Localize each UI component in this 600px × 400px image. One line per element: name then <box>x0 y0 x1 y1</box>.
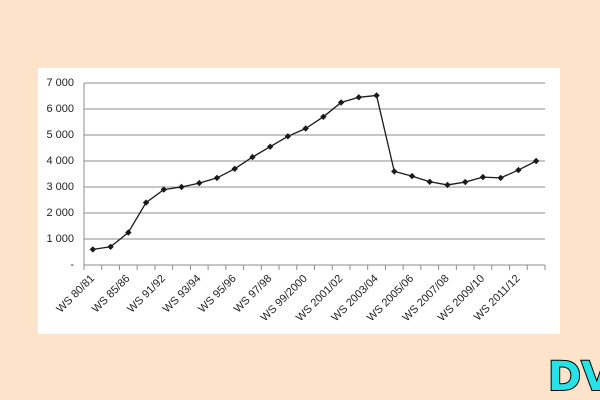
y-tick-label: 3 000 <box>46 181 74 193</box>
chart-background <box>38 68 560 334</box>
data-point <box>355 94 363 101</box>
data-point <box>302 125 309 132</box>
data-point <box>408 172 416 180</box>
data-point <box>462 178 469 186</box>
y-tick-label: 1 000 <box>46 233 74 245</box>
data-point <box>497 174 504 182</box>
y-tick-label: - <box>70 259 74 271</box>
data-point <box>391 168 398 175</box>
data-point <box>426 178 433 185</box>
data-point <box>373 92 380 99</box>
data-point <box>337 99 345 106</box>
y-tick-label: 5 000 <box>46 129 74 141</box>
data-point <box>444 181 451 189</box>
y-tick-label: 2 000 <box>46 207 74 219</box>
data-point <box>160 186 167 193</box>
watermark: DV <box>548 354 600 400</box>
data-point <box>125 229 132 236</box>
data-point <box>89 246 97 253</box>
data-point <box>196 179 203 187</box>
y-tick-label: 6 000 <box>46 103 74 115</box>
y-tick-label: 7 000 <box>46 77 74 89</box>
data-point <box>320 113 327 120</box>
data-point <box>178 183 185 191</box>
data-point <box>107 243 114 250</box>
data-point <box>249 153 256 161</box>
data-line <box>92 94 537 251</box>
data-point <box>532 157 540 165</box>
data-point <box>231 165 238 172</box>
data-point <box>213 174 221 182</box>
y-tick-label: 4 000 <box>46 155 74 167</box>
data-point <box>515 166 522 174</box>
data-point <box>142 199 150 206</box>
data-point <box>284 133 292 140</box>
data-point <box>266 143 274 150</box>
data-point <box>479 173 487 181</box>
